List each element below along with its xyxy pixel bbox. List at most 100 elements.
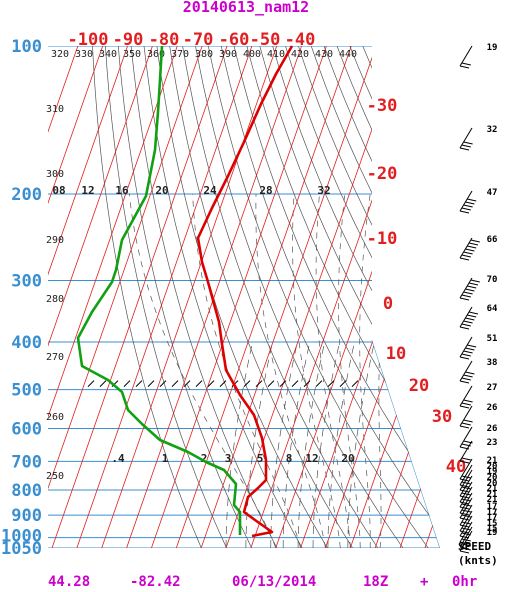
wind-speed-label: 26 <box>487 403 498 413</box>
pressure-tick-label: 400 <box>11 333 42 353</box>
moist-adiabat-line <box>192 193 301 548</box>
wind-barb: 70 <box>459 275 497 301</box>
wind-barb-flag <box>463 419 473 423</box>
hatch-mark <box>147 380 155 387</box>
isotherm-line <box>48 46 153 548</box>
mixing-ratio-line <box>347 341 375 548</box>
dry-adiabat-line <box>207 46 429 548</box>
pressure-tick-label: 1050 <box>1 539 42 559</box>
wind-barb-flag <box>459 326 470 330</box>
wind-barb-flag <box>461 547 471 551</box>
theta-label: 380 <box>195 49 213 60</box>
hatch-mark <box>207 380 215 387</box>
wind-barb-flag <box>461 509 471 513</box>
dry-adiabat-line <box>298 46 440 548</box>
dry-adiabat-line <box>182 46 379 548</box>
mixing-ratio-bottom-label: 5 <box>257 452 264 465</box>
wind-barb-flag <box>461 498 471 502</box>
wind-barb-flag <box>463 374 473 378</box>
wind-barb-flag <box>461 254 471 258</box>
wind-speed-label: 21 <box>487 484 498 494</box>
wind-speed-label: 26 <box>487 424 498 434</box>
theta-label: 340 <box>99 49 117 60</box>
temperature-tick-label: -80 <box>149 30 180 50</box>
pressure-tick-label: 1000 <box>1 527 42 547</box>
dry-adiabat-line <box>92 46 202 548</box>
wind-barb-flag <box>463 399 473 403</box>
wind-barb-flag <box>461 486 471 490</box>
isotherm-line <box>175 46 352 548</box>
wind-barb: 17 <box>459 508 497 534</box>
wind-barb-flag <box>468 242 479 246</box>
wind-barb-flag <box>465 371 475 375</box>
wind-speed-label: 20 <box>487 462 498 472</box>
footer-lon: -82.42 <box>130 574 181 590</box>
wind-speed-label: 19 <box>487 528 498 538</box>
wind-barb-flag <box>459 257 470 261</box>
theta-label: 410 <box>267 49 285 60</box>
mixing-ratio-top-label: 08 <box>52 184 65 197</box>
wind-barb: 26 <box>459 403 498 429</box>
pressure-tick-label: 200 <box>11 185 42 205</box>
hatch-mark <box>327 380 335 387</box>
hatch-mark <box>279 380 287 387</box>
hatch-mark <box>159 380 167 387</box>
wind-barb-flag <box>461 457 471 461</box>
wind-barb-flag <box>465 248 475 252</box>
wind-speed-label: 17 <box>487 502 498 512</box>
wind-speed-label: 15 <box>487 524 498 534</box>
isotherm-line <box>325 46 440 548</box>
isotherm-line <box>48 46 128 548</box>
wind-barb-flag <box>459 297 470 301</box>
theta-label: 370 <box>171 49 189 60</box>
wind-barb-flag <box>459 489 470 493</box>
wind-barb-flag <box>459 65 470 69</box>
wind-barb-flag <box>465 347 475 351</box>
wind-barb: 15 <box>459 524 498 550</box>
wind-barb-flag <box>467 314 477 318</box>
dry-adiabat-line <box>105 46 227 548</box>
dry-adiabat-line <box>272 46 440 548</box>
wind-speed-label: 17 <box>487 513 498 523</box>
isotherm-line <box>225 46 402 548</box>
wind-barb-flag <box>459 356 470 360</box>
theta-label: 360 <box>147 49 165 60</box>
chart-title: 20140613_nam12 <box>183 0 309 16</box>
wind-barb: 20 <box>459 479 497 505</box>
wind-barb-flag <box>461 402 471 406</box>
moist-adiabat-line <box>128 193 277 548</box>
wind-barb: 64 <box>459 304 498 330</box>
pressure-tick-label: 900 <box>11 506 42 526</box>
wind-speed-label: 64 <box>487 304 498 314</box>
temperature-line <box>196 45 294 538</box>
wind-barb: 51 <box>459 334 497 360</box>
dry-adiabat-line <box>233 46 440 548</box>
wind-barb-flag <box>465 317 475 321</box>
wind-barb: 19 <box>459 528 498 554</box>
isotherm-line <box>48 46 104 548</box>
isotherm-line <box>275 46 440 548</box>
pressure-tick-label: 100 <box>11 37 42 57</box>
wind-barb: 21 <box>459 456 497 482</box>
wind-barb-flag <box>461 353 471 357</box>
wind-barb-flag <box>463 320 473 324</box>
mixing-ratio-bottom-label: 2 <box>201 452 208 465</box>
wind-barb-flag <box>461 377 471 381</box>
theta-label: 350 <box>123 49 141 60</box>
wind-barb-flag <box>461 481 471 485</box>
temperature-tick-label: -30 <box>367 96 398 116</box>
footer-hour: 18Z <box>363 574 388 590</box>
wind-barb-flag <box>461 514 471 518</box>
temperature-tick-label: -10 <box>367 229 398 249</box>
wind-barbs: 1932476670645138272626232120192020212121… <box>459 43 498 554</box>
wind-barb-flag <box>463 291 473 295</box>
hatch-mark <box>123 380 131 387</box>
moist-adiabat-line <box>315 193 351 548</box>
theta-label: 400 <box>243 49 261 60</box>
wind-barb-flag <box>459 550 470 554</box>
mixing-ratio-top-label: 20 <box>155 184 168 197</box>
wind-barb-flag <box>459 530 470 534</box>
isotherm-line <box>48 46 178 548</box>
wind-barb-flag <box>459 501 470 505</box>
axis-labels: 10020030040050060070080090010001050-100-… <box>1 30 466 559</box>
